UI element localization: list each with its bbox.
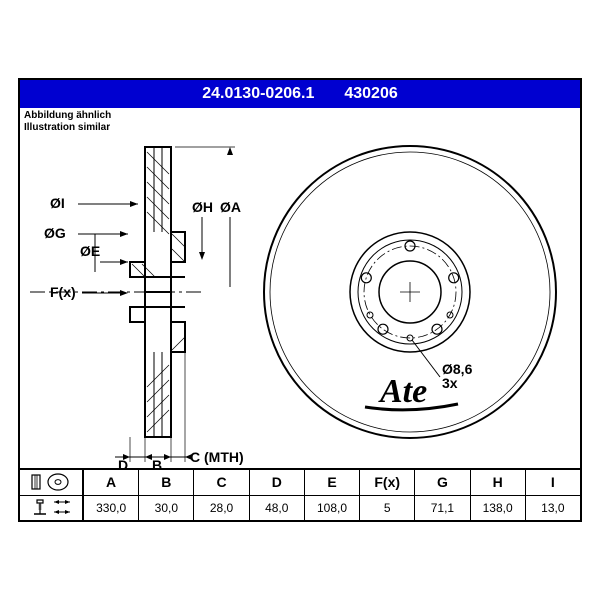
bolt-icon-row [20,496,82,521]
label-C: C (MTH) [190,449,244,465]
spec-col-value: 138,0 [471,496,525,521]
spec-col-H: H138,0 [471,470,526,520]
disc-icon-row [20,470,82,496]
label-diaI: ØI [50,195,65,211]
spec-table: A330,0B30,0C28,0D48,0E108,0F(x)5G71,1H13… [20,468,580,520]
part-number-1: 24.0130-0206.1 [202,85,314,103]
spec-col-D: D48,0 [250,470,305,520]
spec-col-value: 30,0 [139,496,193,521]
vented-disc-icon [26,472,76,492]
label-Fx: F(x) [50,284,76,300]
spec-col-G: G71,1 [415,470,470,520]
hole-count-label: 3x [442,375,458,391]
spec-col-header: E [305,470,359,496]
spec-col-Fx: F(x)5 [360,470,415,520]
spec-col-value: 5 [360,496,414,521]
spec-col-C: C28,0 [194,470,249,520]
spec-col-header: F(x) [360,470,414,496]
spec-col-header: B [139,470,193,496]
spec-col-I: I13,0 [526,470,580,520]
ate-logo: Ate [378,373,427,410]
diagram-area: ØI ØG ØE ØH ØA F(x) [20,112,580,470]
diagram-svg: ØI ØG ØE ØH ØA F(x) [20,112,580,470]
spec-col-value: 28,0 [194,496,248,521]
bolt-icon [26,498,76,518]
icon-cell [20,470,84,520]
header-bar: 24.0130-0206.1 430206 [20,80,580,108]
spec-col-header: D [250,470,304,496]
label-diaG: ØG [44,225,66,241]
technical-drawing-container: 24.0130-0206.1 430206 Abbildung ähnlich … [18,78,582,522]
spec-col-B: B30,0 [139,470,194,520]
spec-col-E: E108,0 [305,470,360,520]
spec-col-value: 330,0 [84,496,138,521]
spec-col-value: 48,0 [250,496,304,521]
label-diaH: ØH [192,199,213,215]
spec-col-header: A [84,470,138,496]
spec-col-A: A330,0 [84,470,139,520]
part-number-2: 430206 [344,85,397,103]
spec-col-value: 71,1 [415,496,469,521]
front-view: Ø8,6 3x Ate [264,146,556,438]
spec-col-header: C [194,470,248,496]
label-diaE: ØE [80,243,100,259]
spec-col-header: H [471,470,525,496]
dimension-lines: ØI ØG ØE ØH ØA F(x) [44,147,244,470]
label-diaA: ØA [220,199,241,215]
spec-col-value: 13,0 [526,496,580,521]
spec-col-value: 108,0 [305,496,359,521]
spec-col-header: I [526,470,580,496]
spec-col-header: G [415,470,469,496]
